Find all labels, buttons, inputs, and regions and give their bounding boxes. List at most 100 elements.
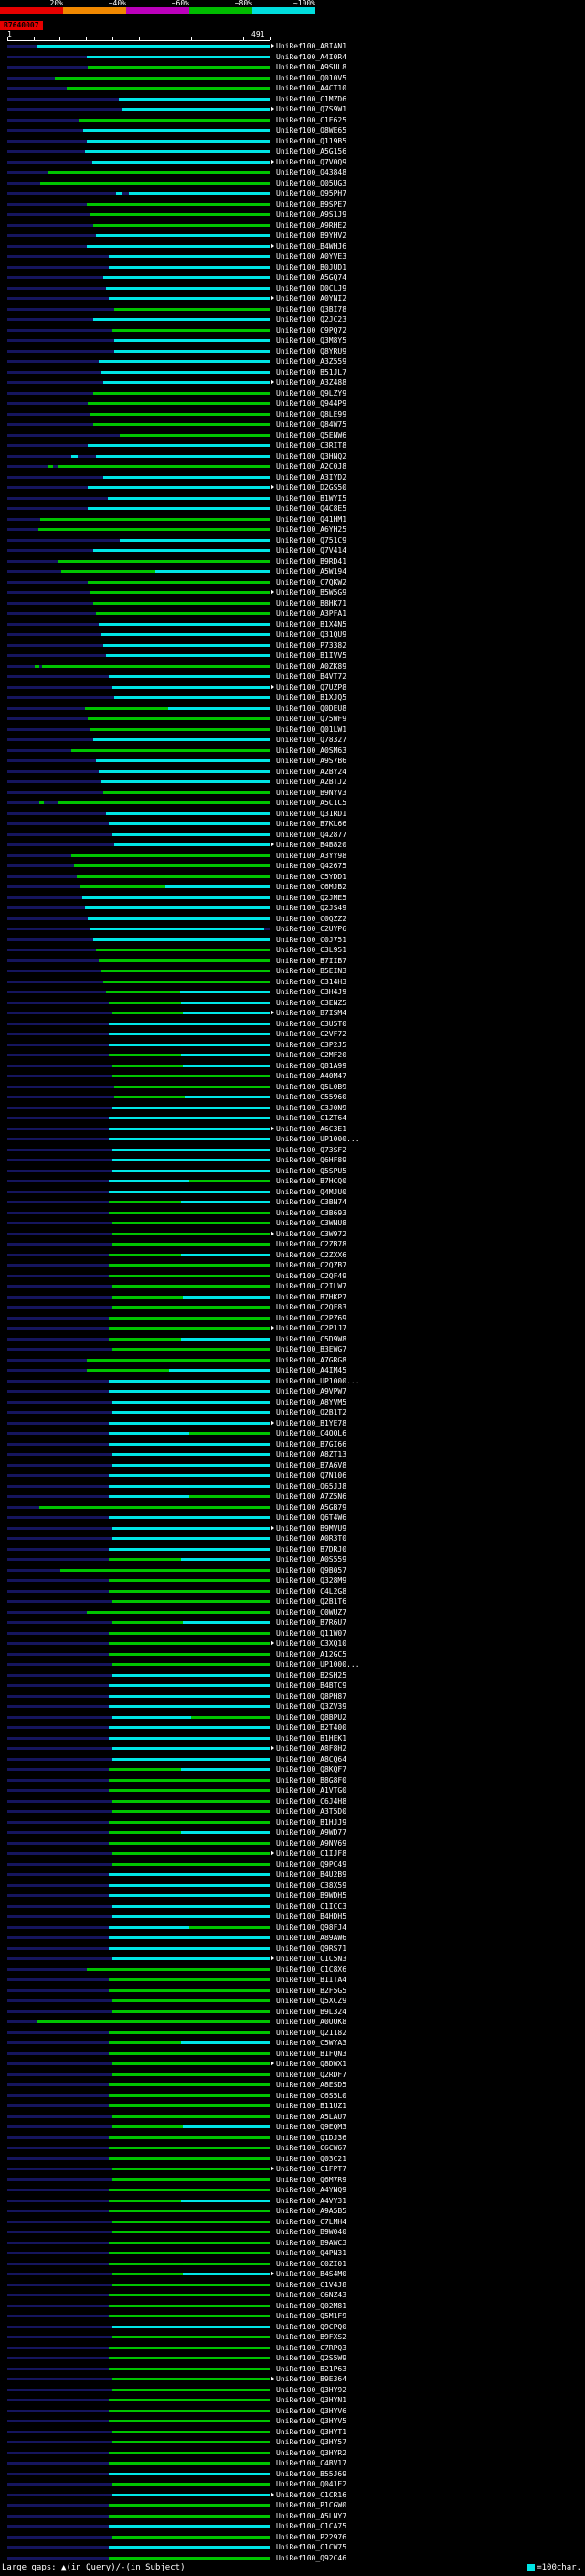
alignment-row[interactable]: UniRef100_A8F8H2 bbox=[0, 1744, 585, 1754]
subject-label[interactable]: UniRef100_Q5M1F9 bbox=[276, 2312, 347, 2320]
alignment-row[interactable]: UniRef100_A2BTJ2 bbox=[0, 777, 585, 788]
alignment-row[interactable]: UniRef100_B7HCQ0 bbox=[0, 1176, 585, 1187]
alignment-bar[interactable] bbox=[98, 622, 270, 626]
alignment-bar[interactable] bbox=[59, 1568, 270, 1572]
subject-label[interactable]: UniRef100_B2T400 bbox=[276, 1723, 347, 1732]
subject-label[interactable]: UniRef100_Q3HYT1 bbox=[276, 2427, 347, 2436]
subject-label[interactable]: UniRef100_Q05UG3 bbox=[276, 178, 347, 187]
alignment-bar[interactable] bbox=[112, 2220, 270, 2223]
alignment-bar[interactable] bbox=[165, 885, 270, 888]
alignment-row[interactable]: UniRef100_B1ITA4 bbox=[0, 1975, 585, 1986]
alignment-row[interactable]: UniRef100_Q3BI78 bbox=[0, 304, 585, 315]
subject-label[interactable]: UniRef100_Q3ZV39 bbox=[276, 1702, 347, 1711]
alignment-bar[interactable] bbox=[77, 875, 270, 878]
subject-label[interactable]: UniRef100_Q42675 bbox=[276, 862, 347, 870]
alignment-row[interactable]: UniRef100_Q03C21 bbox=[0, 2154, 585, 2165]
alignment-bar[interactable] bbox=[154, 570, 270, 573]
alignment-row[interactable]: UniRef100_C7QKW2 bbox=[0, 578, 585, 588]
alignment-bar[interactable] bbox=[112, 1852, 270, 1855]
subject-label[interactable]: UniRef100_A3Z559 bbox=[276, 357, 347, 366]
subject-label[interactable]: UniRef100_A5LNY7 bbox=[276, 2511, 347, 2520]
alignment-bar[interactable] bbox=[108, 1421, 270, 1425]
subject-label[interactable]: UniRef100_B7KL66 bbox=[276, 820, 347, 828]
subject-label[interactable]: UniRef100_B1WYI5 bbox=[276, 493, 347, 503]
subject-label[interactable]: UniRef100_Q9EQM3 bbox=[276, 2123, 347, 2131]
alignment-bar[interactable] bbox=[112, 1810, 270, 1813]
alignment-bar[interactable] bbox=[112, 2441, 270, 2443]
alignment-bar[interactable] bbox=[108, 2420, 270, 2422]
subject-label[interactable]: UniRef100_Q3M8Y5 bbox=[276, 336, 347, 345]
alignment-bar[interactable] bbox=[108, 2083, 270, 2086]
subject-label[interactable]: UniRef100_B8G8F0 bbox=[276, 1776, 347, 1785]
alignment-row[interactable]: UniRef100_Q31RD1 bbox=[0, 809, 585, 820]
alignment-row[interactable]: UniRef100_Q5L0B9 bbox=[0, 1082, 585, 1093]
alignment-bar[interactable] bbox=[108, 1778, 270, 1782]
alignment-bar[interactable] bbox=[108, 1978, 270, 1981]
subject-label[interactable]: UniRef100_A7Z5N6 bbox=[276, 1492, 347, 1500]
subject-label[interactable]: UniRef100_A8IAN1 bbox=[276, 42, 347, 50]
alignment-bar[interactable] bbox=[180, 1054, 270, 1056]
alignment-row[interactable]: UniRef100_Q8YRU9 bbox=[0, 346, 585, 357]
alignment-row[interactable]: UniRef100_Q6HF89 bbox=[0, 1155, 585, 1166]
subject-label[interactable]: UniRef100_Q2JME5 bbox=[276, 893, 347, 902]
alignment-bar[interactable] bbox=[112, 1243, 270, 1246]
alignment-bar[interactable] bbox=[92, 549, 270, 552]
subject-label[interactable]: UniRef100_C2P1J7 bbox=[276, 1324, 347, 1332]
alignment-bar[interactable] bbox=[109, 822, 270, 825]
alignment-row[interactable]: UniRef100_A9S7B6 bbox=[0, 756, 585, 767]
subject-label[interactable]: UniRef100_C3ENZ5 bbox=[276, 998, 347, 1007]
subject-label[interactable]: UniRef100_A6YH25 bbox=[276, 525, 347, 534]
alignment-row[interactable]: UniRef100_C1IJF8 bbox=[0, 1849, 585, 1860]
alignment-bar[interactable] bbox=[112, 2388, 270, 2391]
subject-label[interactable]: UniRef100_C2QZB7 bbox=[276, 1261, 347, 1269]
subject-label[interactable]: UniRef100_Q01LW1 bbox=[276, 725, 347, 734]
subject-label[interactable]: UniRef100_A1VTG0 bbox=[276, 1786, 347, 1795]
subject-label[interactable]: UniRef100_Q3HYV5 bbox=[276, 2417, 347, 2425]
subject-label[interactable]: UniRef100_B1XJQ5 bbox=[276, 694, 347, 702]
alignment-row[interactable]: UniRef100_B4WHJ6 bbox=[0, 241, 585, 252]
alignment-bar[interactable] bbox=[108, 1894, 270, 1897]
alignment-row[interactable]: UniRef100_B2F5G5 bbox=[0, 1986, 585, 1997]
subject-label[interactable]: UniRef100_A5GB79 bbox=[276, 1502, 347, 1511]
alignment-row[interactable]: UniRef100_B9AWC3 bbox=[0, 2238, 585, 2249]
alignment-bar[interactable] bbox=[183, 1295, 270, 1299]
alignment-row[interactable]: UniRef100_A2BY24 bbox=[0, 767, 585, 778]
alignment-row[interactable]: UniRef100_A4YNQ9 bbox=[0, 2185, 585, 2196]
subject-label[interactable]: UniRef100_A40M47 bbox=[276, 1072, 347, 1080]
subject-label[interactable]: UniRef100_Q65JJ8 bbox=[276, 1481, 347, 1490]
alignment-bar[interactable] bbox=[112, 1600, 270, 1603]
alignment-bar[interactable] bbox=[112, 1285, 270, 1288]
subject-label[interactable]: UniRef100_C1CA75 bbox=[276, 2522, 347, 2530]
subject-label[interactable]: UniRef100_C3RIT8 bbox=[276, 441, 347, 450]
alignment-row[interactable]: UniRef100_Q65JJ8 bbox=[0, 1481, 585, 1492]
alignment-row[interactable]: UniRef100_C1ICC3 bbox=[0, 1902, 585, 1913]
alignment-bar[interactable] bbox=[108, 1694, 270, 1698]
alignment-bar[interactable] bbox=[112, 1715, 191, 1719]
alignment-row[interactable]: UniRef100_A8YVM5 bbox=[0, 1397, 585, 1408]
subject-label[interactable]: UniRef100_C6CW67 bbox=[276, 2144, 347, 2152]
subject-label[interactable]: UniRef100_C3P2J5 bbox=[276, 1040, 347, 1049]
alignment-bar[interactable] bbox=[47, 171, 270, 174]
alignment-row[interactable]: UniRef100_C3B693 bbox=[0, 1208, 585, 1219]
alignment-bar[interactable] bbox=[90, 928, 264, 930]
subject-label[interactable]: UniRef100_B2SH25 bbox=[276, 1670, 347, 1680]
subject-label[interactable]: UniRef100_C2ZXX6 bbox=[276, 1250, 347, 1259]
alignment-bar[interactable] bbox=[180, 2199, 270, 2202]
subject-label[interactable]: UniRef100_A0S559 bbox=[276, 1555, 347, 1564]
subject-label[interactable]: UniRef100_A5LAU7 bbox=[276, 2112, 347, 2121]
alignment-row[interactable]: UniRef100_C7LMH4 bbox=[0, 2217, 585, 2228]
subject-label[interactable]: UniRef100_C3WNU8 bbox=[276, 1219, 347, 1227]
alignment-bar[interactable] bbox=[84, 906, 270, 909]
alignment-row[interactable]: UniRef100_B1FQN3 bbox=[0, 2049, 585, 2060]
alignment-bar[interactable] bbox=[108, 1484, 270, 1488]
alignment-row[interactable]: UniRef100_B5EIN3 bbox=[0, 966, 585, 977]
alignment-row[interactable]: UniRef100_Q42675 bbox=[0, 861, 585, 872]
subject-label[interactable]: UniRef100_A7GRG8 bbox=[276, 1355, 347, 1364]
alignment-bar[interactable] bbox=[112, 2125, 184, 2128]
subject-label[interactable]: UniRef100_Q9PC49 bbox=[276, 1860, 347, 1869]
alignment-bar[interactable] bbox=[112, 1453, 270, 1456]
alignment-bar[interactable] bbox=[108, 1946, 270, 1950]
subject-label[interactable]: UniRef100_Q0DEU8 bbox=[276, 704, 347, 713]
alignment-row[interactable]: UniRef100_Q5M1F9 bbox=[0, 2311, 585, 2322]
subject-label[interactable]: UniRef100_A8YVM5 bbox=[276, 1397, 347, 1406]
